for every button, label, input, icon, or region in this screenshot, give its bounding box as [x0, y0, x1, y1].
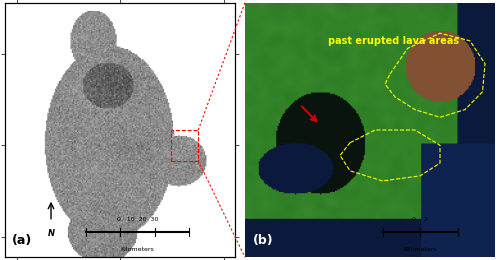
Text: (a): (a) [12, 234, 32, 247]
Text: Kilometers: Kilometers [403, 247, 437, 252]
Text: past erupted lava areas: past erupted lava areas [328, 36, 458, 46]
Bar [170, 130, 198, 161]
Text: 0    2: 0 2 [412, 217, 428, 222]
Text: N: N [48, 229, 54, 238]
Text: Kilometers: Kilometers [120, 247, 154, 252]
Text: 0   10  20  30: 0 10 20 30 [116, 217, 158, 222]
Text: (b): (b) [252, 234, 273, 247]
